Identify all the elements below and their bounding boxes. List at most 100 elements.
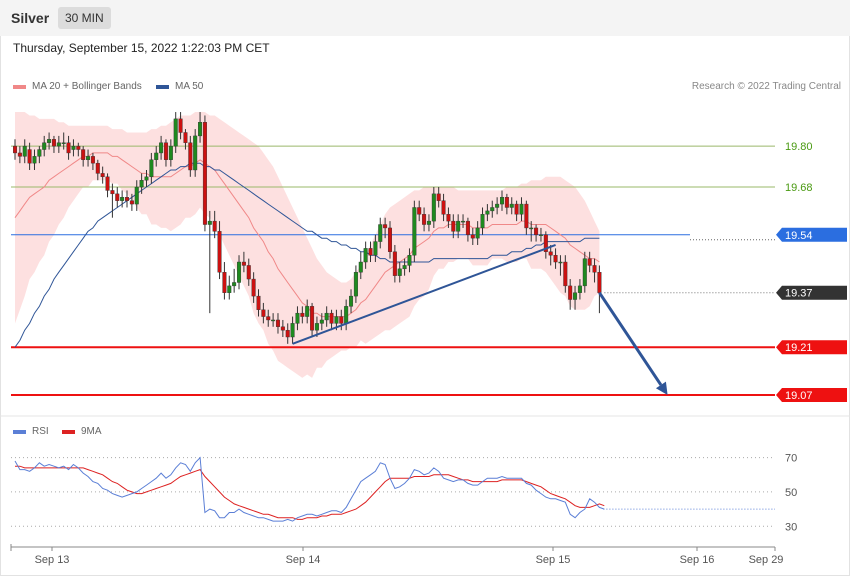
candle-body xyxy=(334,316,339,324)
candle-body xyxy=(397,268,402,276)
candle-body xyxy=(207,220,212,225)
level-label-0: 19.80 xyxy=(785,141,813,153)
candle-body xyxy=(173,118,178,147)
forecast-arrow-head xyxy=(655,381,668,395)
candle xyxy=(51,135,56,153)
candle-body xyxy=(324,312,329,321)
candle-body xyxy=(436,193,441,201)
candle-body xyxy=(212,220,217,232)
support-tag-4 xyxy=(776,340,847,355)
candle-body xyxy=(344,306,349,324)
candle xyxy=(280,319,285,338)
candle-body xyxy=(543,234,548,252)
candle-body xyxy=(227,285,232,293)
candle xyxy=(519,197,524,222)
candle xyxy=(431,187,436,228)
candle-body xyxy=(37,149,42,157)
legend-swatch-ma50 xyxy=(156,84,169,89)
candle xyxy=(212,210,217,239)
candle xyxy=(144,169,149,188)
candle xyxy=(168,139,173,167)
candle-body xyxy=(509,203,514,208)
candle xyxy=(446,207,451,228)
candle-body xyxy=(95,162,100,174)
candle-body xyxy=(76,145,81,150)
candle-body xyxy=(246,265,251,280)
candle-body xyxy=(441,200,446,215)
candle xyxy=(470,227,475,245)
candle xyxy=(95,159,100,181)
candle-body xyxy=(217,231,222,273)
candle-body xyxy=(524,203,529,229)
candle xyxy=(188,135,193,177)
candle xyxy=(261,302,266,324)
candle-body xyxy=(402,265,407,270)
candle-body xyxy=(125,197,130,201)
candle xyxy=(485,204,490,222)
candle xyxy=(465,217,470,242)
candle xyxy=(275,313,280,334)
candle-body xyxy=(81,149,86,160)
candle-body xyxy=(475,227,480,239)
candle-body xyxy=(144,176,149,181)
candle xyxy=(573,285,578,310)
candle-body xyxy=(383,224,388,229)
candle-body xyxy=(300,312,305,317)
level-label-2: 19.54 xyxy=(785,230,813,242)
candle-body xyxy=(538,234,543,236)
candle xyxy=(232,268,237,293)
candle-body xyxy=(183,132,188,143)
candle xyxy=(422,207,427,232)
candle-body xyxy=(56,142,61,147)
candle xyxy=(456,214,461,239)
candle xyxy=(417,200,422,222)
support-tag-5 xyxy=(776,387,847,402)
timeframe-button[interactable]: 30 MIN xyxy=(58,7,111,29)
candle-body xyxy=(534,227,539,235)
candle xyxy=(568,279,573,310)
candle xyxy=(582,251,587,293)
candle xyxy=(353,265,358,303)
candle xyxy=(451,214,456,239)
candle xyxy=(71,139,76,157)
candle-body xyxy=(485,210,490,215)
candle-body xyxy=(329,312,334,324)
rsi-legend-item-9ma: 9MA xyxy=(62,426,102,437)
candle xyxy=(76,142,81,157)
candle-body xyxy=(202,122,207,225)
candle-body xyxy=(237,261,242,283)
candle xyxy=(290,316,295,344)
candle-body xyxy=(519,203,524,215)
candle-body xyxy=(412,207,417,256)
candle-body xyxy=(285,329,290,338)
candle xyxy=(514,200,519,222)
candle-body xyxy=(198,122,203,137)
candle xyxy=(32,149,37,170)
candle xyxy=(436,187,441,208)
candle xyxy=(592,258,597,283)
candle xyxy=(387,221,392,259)
candle xyxy=(480,207,485,235)
candle xyxy=(154,146,159,167)
candle xyxy=(237,255,242,290)
credit-text: Research © 2022 Trading Central xyxy=(691,81,841,92)
price-legend-item-bollinger: MA 20 + Bollinger Bands xyxy=(13,81,142,92)
candle xyxy=(392,244,397,283)
candle-body xyxy=(451,220,456,232)
candle xyxy=(358,251,363,280)
candle xyxy=(558,255,563,276)
candle xyxy=(12,139,17,160)
candle-body xyxy=(422,214,427,225)
candle xyxy=(407,248,412,273)
timestamp: Thursday, September 15, 2022 1:22:03 PM … xyxy=(13,41,270,55)
candle-body xyxy=(120,197,125,201)
candle-body xyxy=(553,255,558,263)
rsi-line xyxy=(14,456,605,522)
candle xyxy=(378,217,383,249)
candle-body xyxy=(368,248,373,256)
candle xyxy=(534,224,539,242)
candle-body xyxy=(86,156,91,160)
trendline xyxy=(292,244,556,345)
candle xyxy=(86,149,91,167)
